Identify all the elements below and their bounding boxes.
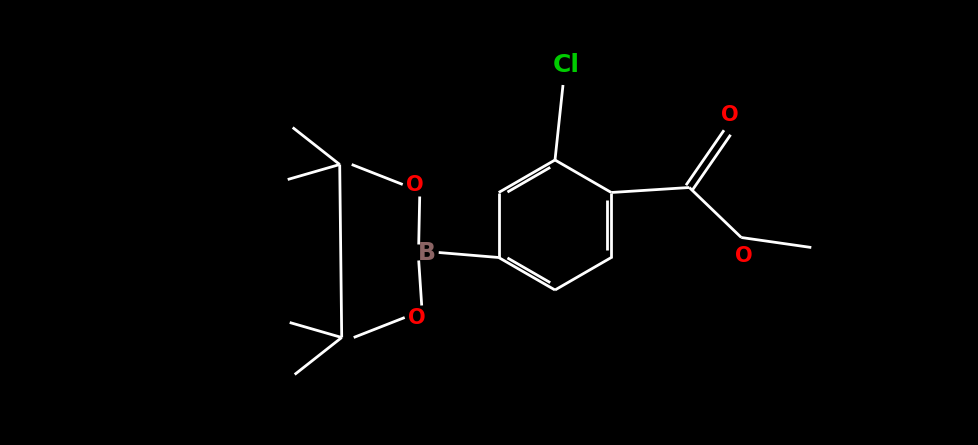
Text: O: O xyxy=(721,105,738,125)
Text: Cl: Cl xyxy=(552,53,579,77)
Text: O: O xyxy=(734,246,752,266)
Text: O: O xyxy=(408,307,425,328)
Text: O: O xyxy=(406,174,423,194)
Text: B: B xyxy=(418,240,435,264)
